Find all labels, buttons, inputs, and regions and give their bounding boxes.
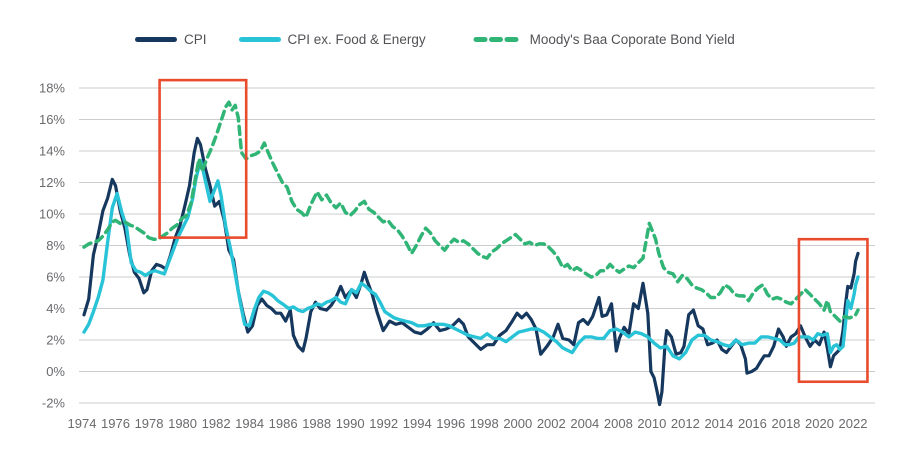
x-axis-tick-label: 1994 [403,416,432,431]
series-line-2 [82,100,860,323]
y-axis-tick-label: 16% [39,112,65,127]
x-axis-tick-label: 2012 [671,416,700,431]
highlight-2018-2022 [797,237,869,384]
legend-label-cpi: CPI [184,32,207,47]
y-axis-tick-label: 0% [46,364,65,379]
x-axis-tick-label: 2014 [704,416,733,431]
legend-item-moodys-baa: Moody's Baa Coporate Bond Yield [473,32,735,47]
y-axis-tick-label: 6% [46,270,65,285]
legend-label-cpi-ex-food-energy: CPI ex. Food & Energy [287,32,426,47]
y-axis-tick-label: 14% [39,144,65,159]
x-axis-tick-label: 1984 [235,416,264,431]
legend-item-cpi: CPI [135,32,207,47]
x-axis-tick-label: 1986 [269,416,298,431]
cpi-ex-food-energy-line-swatch [238,37,281,42]
y-axis-tick-label: 8% [46,238,65,253]
series-line-0 [82,136,860,407]
x-axis-tick-label: 1988 [302,416,331,431]
y-axis-tick-label: 18% [39,81,65,96]
x-axis-tick-label: 2020 [805,416,834,431]
legend-item-cpi-ex-food-energy: CPI ex. Food & Energy [238,32,426,47]
y-axis-tick-label: 10% [39,207,65,222]
chart-legend: CPI CPI ex. Food & Energy Moody's Baa Co… [135,32,735,47]
x-axis-tick-label: 2016 [738,416,767,431]
x-axis-tick-label: 1996 [436,416,465,431]
y-axis-tick-label: 2% [46,333,65,348]
x-axis-tick-label: 1982 [202,416,231,431]
x-axis-tick-label: 2022 [839,416,868,431]
highlight-1978-1983 [158,78,248,239]
x-axis-tick-label: 1998 [470,416,499,431]
x-axis-tick-label: 1978 [135,416,164,431]
x-axis-tick-label: 2000 [503,416,532,431]
x-axis-tick-label: 2004 [570,416,599,431]
x-axis-tick-label: 1992 [369,416,398,431]
x-axis-tick-label: 2010 [637,416,666,431]
x-axis-tick-label: 2008 [604,416,633,431]
legend-label-moodys-baa: Moody's Baa Coporate Bond Yield [529,32,735,47]
y-axis-tick-label: -2% [42,396,66,411]
x-axis-tick-label: 2018 [771,416,800,431]
x-axis-tick-label: 2002 [537,416,566,431]
x-axis-tick-label: 1990 [336,416,365,431]
cpi-line-swatch [135,37,177,42]
y-axis-tick-label: 4% [46,301,65,316]
series-line-1 [82,158,860,361]
y-axis-tick-label: 12% [39,175,65,190]
x-axis-tick-label: 1976 [101,416,130,431]
x-axis-tick-label: 1980 [168,416,197,431]
moodys-baa-dashed-swatch [473,37,523,42]
x-axis-tick-label: 1974 [68,416,97,431]
